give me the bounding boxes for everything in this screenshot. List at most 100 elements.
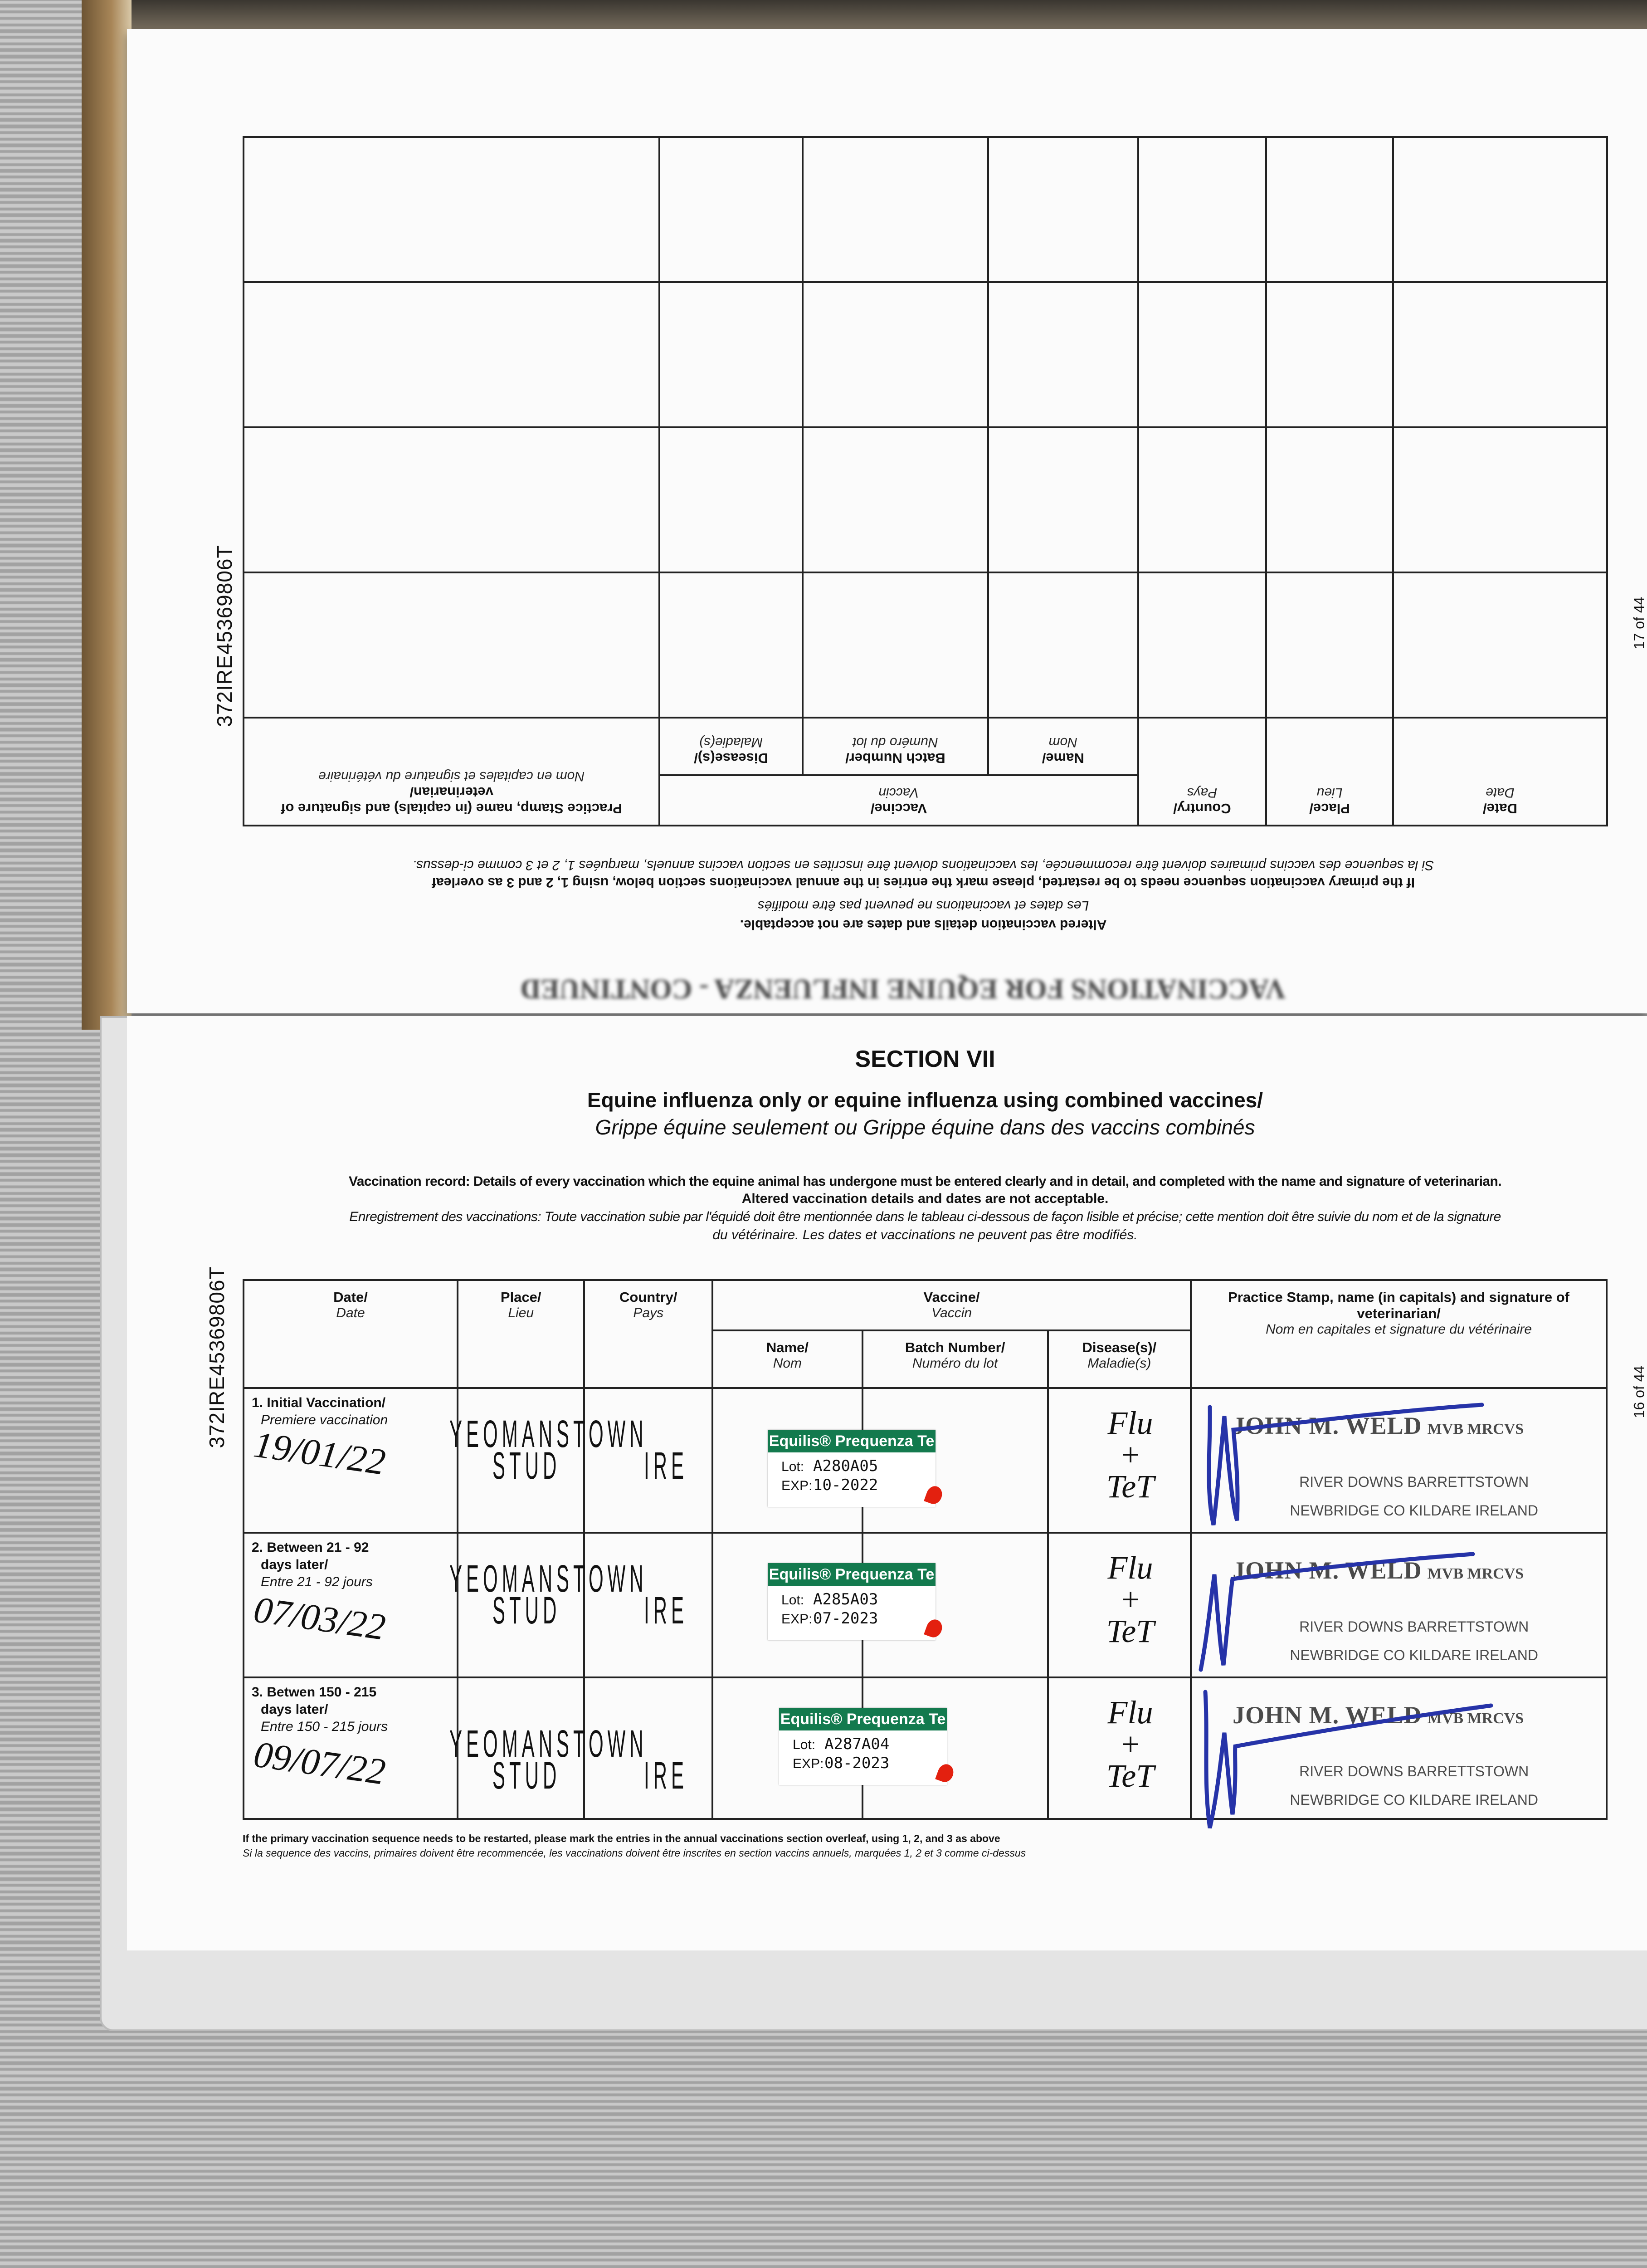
disease-cell[interactable]: Flu + TeT <box>1047 1677 1192 1820</box>
vaccination-row: 3. Betwen 150 - 215 days later/Entre 150 … <box>243 1677 1608 1828</box>
header-disease: Disease(s)/ <box>1082 1339 1157 1355</box>
empty-cell[interactable] <box>1138 572 1267 718</box>
table-row-empty <box>244 572 1607 718</box>
row-label: 3. Betwen 150 - 215 <box>252 1685 377 1700</box>
date-cell[interactable]: 2. Between 21 - 92 days later/Entre 21 - … <box>243 1532 458 1678</box>
empty-cell[interactable] <box>1393 427 1607 572</box>
header-batch-fr: Numéro du lot <box>853 735 938 750</box>
vaccine-name-cell[interactable]: Equilis® Prequenza Te Lot: A287A04 EXP:08-… <box>711 1677 956 1820</box>
disease-line: Flu <box>1107 1549 1153 1586</box>
upper-page <box>127 29 1647 1013</box>
empty-cell[interactable] <box>1266 572 1393 718</box>
vet-address-line1: RIVER DOWNS BARRETTSTOWN <box>1299 1618 1529 1635</box>
empty-cell[interactable] <box>802 572 988 718</box>
vet-signature <box>1199 1552 1475 1672</box>
empty-cell[interactable] <box>1266 427 1393 572</box>
empty-cell[interactable] <box>1393 572 1607 718</box>
header-vaccine: Vaccine/ <box>870 801 927 816</box>
footnote-fr: Si la sequence des vaccins, primaires do… <box>243 1847 1026 1859</box>
batch-number-cell[interactable] <box>861 1677 1049 1820</box>
col-disease: Disease(s)/Maladie(s) <box>659 718 803 775</box>
batch-number-cell[interactable] <box>861 1532 1049 1678</box>
place-cell[interactable]: YEOMANSTOWN STUD <box>449 1677 643 1820</box>
country-cell[interactable]: IRE <box>583 1677 714 1820</box>
disease-line: TeT <box>1106 1758 1155 1794</box>
exp-label: EXP: <box>781 1612 813 1627</box>
header-stamp: Practice Stamp, name (in capitals) and s… <box>1228 1289 1569 1321</box>
note: Altered vaccination details and dates ar… <box>740 917 1107 932</box>
place-line2: STUD <box>492 1754 561 1797</box>
vet-name: JOHN M. WELD <box>1233 1701 1422 1729</box>
country-cell[interactable]: IRE <box>583 1387 714 1534</box>
disease-line: Flu <box>1107 1405 1153 1441</box>
disease-cell[interactable]: Flu + TeT <box>1047 1532 1192 1678</box>
instructions-fr: Enregistrement des vaccinations: Toute v… <box>349 1209 1501 1224</box>
date-cell[interactable]: 3. Betwen 150 - 215 days later/Entre 150 … <box>243 1677 458 1820</box>
empty-cell[interactable] <box>802 282 988 427</box>
disease-line: TeT <box>1106 1468 1155 1505</box>
empty-cell[interactable] <box>988 427 1138 572</box>
header-date-fr: Date <box>1486 785 1515 800</box>
empty-cell[interactable] <box>244 282 660 427</box>
table-row-empty <box>244 137 1607 282</box>
empty-cell[interactable] <box>1393 137 1607 282</box>
empty-cell[interactable] <box>802 427 988 572</box>
empty-cell[interactable] <box>1393 282 1607 427</box>
stamp-cell[interactable]: JOHN M. WELD MVB MRCVS RIVER DOWNS BARRET… <box>1190 1677 1608 1828</box>
table-row-empty <box>244 282 1607 427</box>
empty-cell[interactable] <box>659 137 803 282</box>
empty-cell[interactable] <box>659 427 803 572</box>
empty-cell[interactable] <box>988 137 1138 282</box>
col-country: Country/Pays <box>1138 718 1267 826</box>
lot-label: Lot: <box>781 1459 804 1474</box>
header-batch: Batch Number/ <box>845 750 945 766</box>
country-cell[interactable]: IRE <box>583 1532 714 1678</box>
empty-cell[interactable] <box>1138 427 1267 572</box>
header-stamp-fr: Nom en capitales et signature du vétérin… <box>1266 1322 1532 1337</box>
disease-line: Flu <box>1107 1694 1153 1730</box>
footnote: If the primary vaccination sequence need… <box>243 1833 1000 1844</box>
row-label: days later/ <box>261 1557 328 1572</box>
lot-label: Lot: <box>793 1737 816 1752</box>
empty-cell[interactable] <box>802 137 988 282</box>
vaccine-name-cell[interactable]: Equilis® Prequenza Te Lot: A285A03 EXP:07-… <box>711 1532 945 1678</box>
empty-cell[interactable] <box>1266 137 1393 282</box>
empty-cell[interactable] <box>1138 282 1267 427</box>
row-label-fr: Entre 150 - 215 jours <box>261 1719 388 1734</box>
header-name: Name/ <box>766 1339 809 1355</box>
header-name: Name/ <box>1042 750 1084 766</box>
empty-cell[interactable] <box>244 572 660 718</box>
empty-cell[interactable] <box>659 572 803 718</box>
vet-address-line1: RIVER DOWNS BARRETTSTOWN <box>1299 1763 1529 1779</box>
vet-signature <box>1207 1403 1484 1525</box>
empty-cell[interactable] <box>244 137 660 282</box>
passport-id: 372IRE45369806T <box>213 545 236 727</box>
disease-cell[interactable]: Flu + TeT <box>1047 1387 1192 1534</box>
stamp-cell[interactable]: JOHN M. WELD MVB MRCVS RIVER DOWNS BARRET… <box>1190 1387 1608 1534</box>
country: IRE <box>644 1589 688 1632</box>
empty-cell[interactable] <box>988 572 1138 718</box>
vaccine-name-cell[interactable]: Equilis® Prequenza Te Lot: A280A05 EXP:10-… <box>711 1387 945 1534</box>
date-cell[interactable]: 1. Initial Vaccination/Premiere vaccinat… <box>243 1387 458 1534</box>
header-name-fr: Nom <box>773 1356 802 1371</box>
place-cell[interactable]: YEOMANSTOWN STUD <box>449 1387 643 1534</box>
col-stamp: Practice Stamp, name (in capitals) and s… <box>1190 1279 1608 1389</box>
col-batch: Batch Number/Numéro du lot <box>802 718 988 775</box>
place-cell[interactable]: YEOMANSTOWN STUD <box>449 1532 643 1678</box>
vet-stamp: JOHN M. WELD MVB MRCVS RIVER DOWNS BARRET… <box>1233 1701 1595 1809</box>
stamp-cell[interactable]: JOHN M. WELD MVB MRCVS RIVER DOWNS BARRET… <box>1190 1532 1608 1678</box>
empty-cell[interactable] <box>988 282 1138 427</box>
empty-cell[interactable] <box>244 427 660 572</box>
row-label: days later/ <box>261 1702 328 1717</box>
binder-top-edge <box>82 0 1647 32</box>
vet-address-line2: NEWBRIDGE CO KILDARE IRELAND <box>1290 1647 1538 1663</box>
batch-number-cell[interactable] <box>861 1387 1049 1534</box>
header-name-fr: Nom <box>1048 735 1077 750</box>
header-place: Place/ <box>500 1289 541 1305</box>
empty-cell[interactable] <box>1266 282 1393 427</box>
header-vaccine-fr: Vaccin <box>878 785 919 800</box>
vaccination-row: 1. Initial Vaccination/Premiere vaccinat… <box>243 1387 1608 1534</box>
empty-cell[interactable] <box>1138 137 1267 282</box>
empty-cell[interactable] <box>659 282 803 427</box>
note: Si la sequence des vaccins primaires doi… <box>412 858 1434 873</box>
